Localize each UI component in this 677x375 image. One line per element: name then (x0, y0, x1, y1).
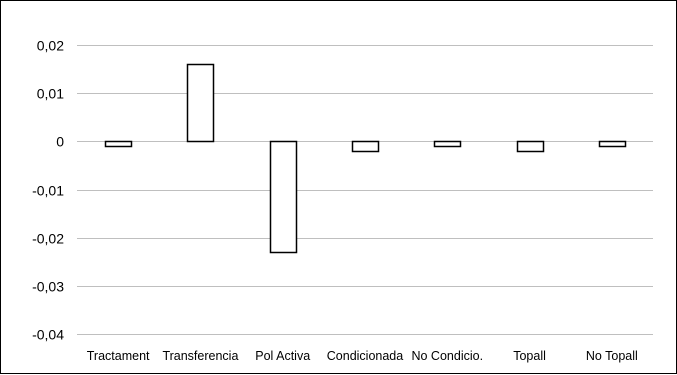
x-category-label: Tractament (87, 349, 150, 363)
y-tick-label: -0,02 (32, 231, 64, 247)
bar-pol-activa (269, 140, 298, 254)
bars (104, 63, 627, 254)
bar-no-condicio (433, 140, 462, 148)
y-axis-tick-labels: 0,02 0,01 0 -0,01 -0,02 -0,03 -0,04 (32, 38, 64, 343)
bar-topall (516, 140, 545, 153)
bar-transferencia (186, 63, 215, 143)
y-tick-label: -0,01 (32, 183, 64, 199)
y-tick-label: 0,01 (37, 86, 64, 102)
x-category-label: Transferencia (162, 349, 238, 363)
x-category-label: Condicionada (327, 349, 403, 363)
y-tick-label: 0 (56, 134, 64, 150)
gridlines (77, 45, 653, 335)
x-axis-category-labels: Tractament Transferencia Pol Activa Condici… (87, 349, 638, 363)
x-category-label: No Condicio. (411, 349, 483, 363)
y-tick-label: 0,02 (37, 38, 64, 54)
x-category-label: Topall (513, 349, 546, 363)
x-category-label: No Topall (586, 349, 638, 363)
x-category-label: Pol Activa (255, 349, 310, 363)
y-tick-label: -0,03 (32, 279, 64, 295)
y-tick-label: -0,04 (32, 327, 64, 343)
bar-tractament (104, 140, 133, 148)
bar-no-topall (598, 140, 627, 148)
bar-condicionada (351, 140, 380, 153)
